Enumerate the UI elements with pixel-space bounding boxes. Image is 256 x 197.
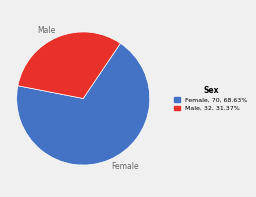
Text: Female: Female [111,162,139,171]
Wedge shape [18,32,120,98]
Legend: Female, 70, 68.63%, Male, 32, 31.37%: Female, 70, 68.63%, Male, 32, 31.37% [173,85,249,112]
Text: Male: Male [37,26,55,35]
Wedge shape [17,43,150,165]
